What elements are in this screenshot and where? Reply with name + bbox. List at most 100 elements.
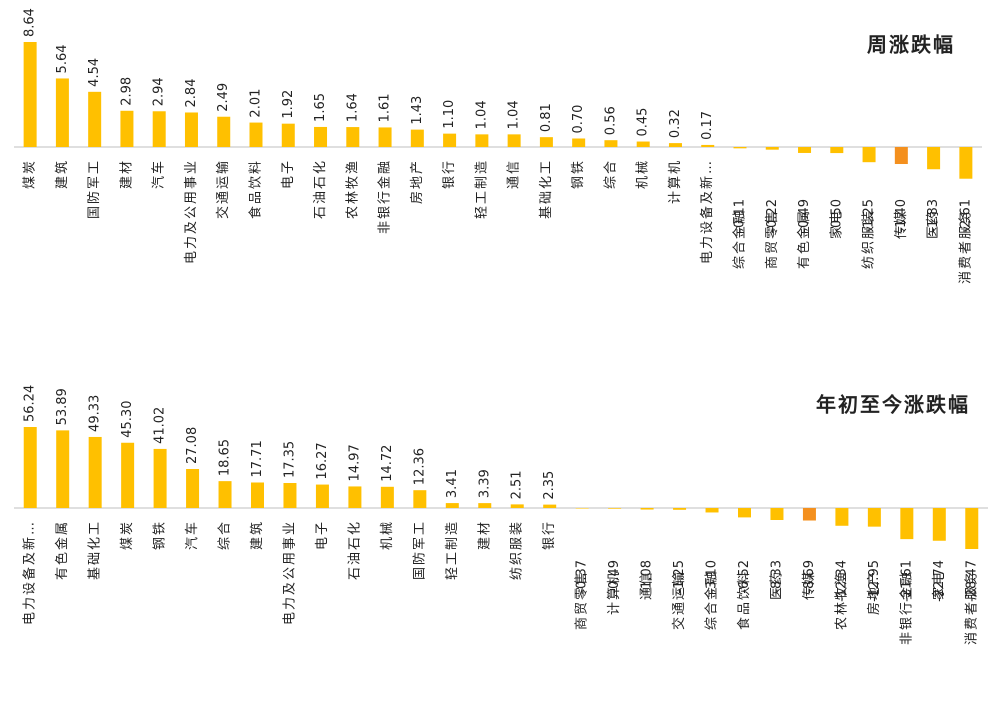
bar (862, 147, 876, 163)
bar (636, 141, 650, 147)
value-label: 2.49 (216, 83, 231, 112)
value-label: -22.74 (932, 560, 947, 602)
bar (802, 508, 816, 521)
category-label: 农林牧渔 (345, 159, 360, 219)
chart-title: 年初至今涨跌幅 (816, 393, 970, 417)
category-label: 机械 (636, 159, 651, 189)
category-label: 电力设备及新… (699, 159, 715, 264)
category-label: 电力及公用事业 (282, 520, 297, 625)
category-label: 基础化工 (88, 520, 103, 580)
category-label: 交通运输 (215, 159, 231, 219)
category-label: 轻工制造 (474, 159, 489, 219)
bar (507, 134, 521, 147)
value-label: 1.04 (507, 100, 522, 129)
category-label: 银行 (542, 520, 557, 550)
category-label: 国防军工 (86, 159, 102, 219)
value-label: 49.33 (88, 395, 103, 432)
value-label: 0.32 (668, 109, 683, 138)
category-label: 汽车 (184, 520, 200, 550)
bar (830, 147, 844, 154)
value-label: 5.64 (55, 45, 70, 74)
bar (894, 147, 908, 165)
bar (249, 122, 263, 147)
bar (770, 508, 784, 520)
category-label: 非银行金融 (377, 159, 393, 234)
category-label: 商贸零售 (574, 570, 590, 630)
value-label: -21.61 (899, 560, 914, 602)
bar (932, 508, 946, 541)
category-label: 家电 (931, 570, 947, 600)
category-label: 通信 (640, 570, 655, 600)
value-label: -1.08 (640, 560, 655, 594)
category-label: 机械 (380, 520, 395, 550)
value-label: 0.56 (603, 106, 618, 135)
bar (765, 147, 779, 150)
category-label: 有色金属 (796, 209, 812, 269)
bar (410, 129, 424, 147)
value-label: 0.70 (571, 105, 586, 134)
value-label: 14.72 (380, 445, 395, 482)
value-label: 0.45 (636, 108, 651, 137)
value-label: 4.54 (87, 58, 102, 87)
category-label: 轻工制造 (445, 520, 460, 580)
value-label: -12.95 (867, 560, 882, 602)
value-label: 2.98 (119, 77, 134, 106)
bar (701, 144, 715, 147)
category-label: 电子 (281, 159, 296, 189)
bar (867, 508, 881, 527)
value-label: -2.61 (958, 199, 973, 233)
value-label: -0.11 (733, 199, 748, 233)
bar (475, 134, 489, 147)
value-label: -8.33 (769, 560, 784, 594)
bar (88, 436, 102, 508)
category-label: 建筑 (249, 520, 265, 550)
category-label: 有色金属 (54, 520, 70, 580)
category-label: 综合 (603, 159, 618, 189)
category-label: 煤炭 (23, 159, 38, 189)
category-label: 钢铁 (153, 520, 168, 550)
value-label: 41.02 (153, 407, 168, 444)
value-label: -3.10 (705, 560, 720, 594)
category-label: 医药 (926, 209, 941, 239)
value-label: 2.01 (249, 89, 264, 118)
value-label: -0.22 (765, 199, 780, 233)
value-label: -1.25 (672, 560, 687, 594)
bar (798, 147, 812, 153)
bar (572, 138, 586, 147)
value-label: 56.24 (23, 385, 38, 422)
value-label: 1.92 (281, 90, 296, 119)
value-label: 1.43 (410, 96, 425, 125)
bar (348, 486, 362, 508)
value-label: 17.35 (282, 441, 297, 478)
category-label: 食品饮料 (736, 570, 752, 630)
category-label: 非银行金融 (898, 570, 914, 645)
value-label: 2.84 (184, 79, 199, 108)
bar (152, 111, 166, 147)
value-label: 1.65 (313, 93, 328, 122)
bar (738, 508, 751, 518)
category-label: 交通运输 (671, 570, 687, 630)
bar (900, 508, 914, 540)
category-label: 国防军工 (411, 520, 427, 580)
value-label: 45.30 (120, 401, 135, 438)
bar (121, 442, 135, 508)
bar (56, 430, 70, 508)
category-label: 煤炭 (120, 520, 135, 550)
value-label: -1.25 (862, 199, 877, 233)
value-label: -6.52 (737, 560, 752, 594)
value-label: -12.34 (834, 560, 849, 602)
bar (413, 490, 427, 508)
bar (539, 137, 553, 147)
value-label: -28.47 (964, 560, 979, 602)
bar (604, 140, 618, 147)
category-label: 石油石化 (313, 159, 328, 219)
category-label: 商贸零售 (764, 209, 780, 269)
value-label: 0.81 (539, 103, 554, 132)
value-label: 18.65 (218, 439, 233, 476)
category-label: 基础化工 (539, 159, 554, 219)
category-label: 医药 (769, 570, 784, 600)
bar (55, 78, 69, 147)
value-label: 3.39 (477, 469, 492, 498)
value-label: 16.27 (315, 442, 330, 479)
